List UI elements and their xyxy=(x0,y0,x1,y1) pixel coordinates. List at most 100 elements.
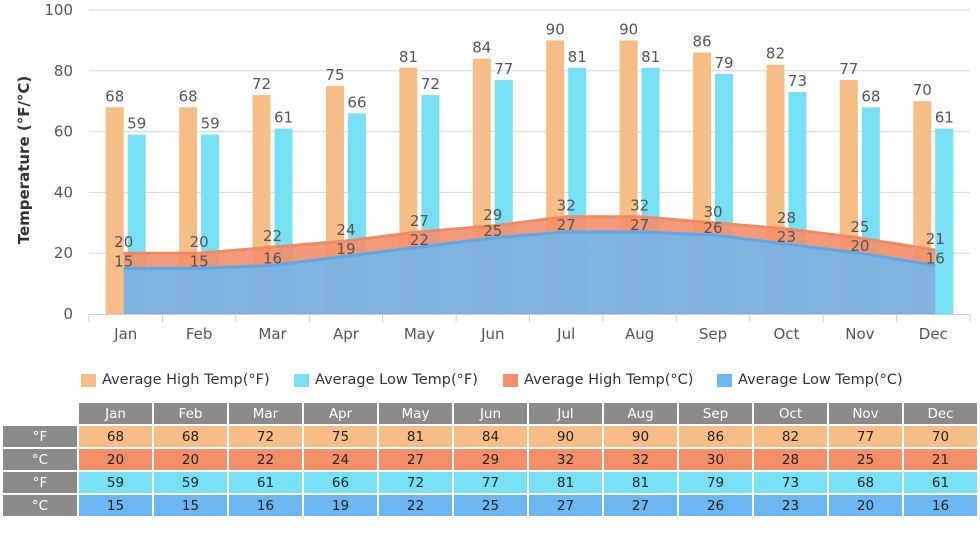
table-cell: 90 xyxy=(602,424,679,449)
table-corner-cell xyxy=(1,401,79,426)
table-cell: 79 xyxy=(677,470,754,495)
line-low-c xyxy=(123,230,936,270)
table-row-high-f: °F 68 68 72 75 81 84 90 90 86 82 77 70 xyxy=(1,424,979,449)
table-header-month: Nov xyxy=(827,401,904,426)
table-cell: 22 xyxy=(377,493,454,518)
bar-data-label: 82 xyxy=(766,45,785,63)
table-cell: 73 xyxy=(752,470,829,495)
x-tick-label: Oct xyxy=(773,325,799,343)
bar-data-label: 75 xyxy=(325,66,344,84)
table-cell: 68 xyxy=(77,424,154,449)
table-cell: 77 xyxy=(452,470,529,495)
area-data-label: 28 xyxy=(777,209,796,227)
axes: 0 20 40 60 80 100 Jan Feb Mar Apr May Jun Jul Aug Sep O… xyxy=(44,1,971,343)
table-cell: 29 xyxy=(452,447,529,472)
bar-high-f xyxy=(105,107,124,314)
table-cell: 19 xyxy=(302,493,379,518)
area-data-label: 27 xyxy=(410,212,429,230)
table-cell: 68 xyxy=(152,424,229,449)
area-data-label: 29 xyxy=(483,206,502,224)
area-data-label: 22 xyxy=(263,227,282,245)
table-cell: 15 xyxy=(152,493,229,518)
y-tick-label: 40 xyxy=(54,183,73,201)
line-high-c xyxy=(123,215,936,255)
table-cell: 59 xyxy=(77,470,154,495)
bar-data-label: 68 xyxy=(105,87,124,105)
y-tick-label: 0 xyxy=(63,305,73,323)
legend-label-high-f: Average High Temp(°F) xyxy=(102,372,270,388)
legend-item-high-f[interactable]: Average High Temp(°F) xyxy=(81,370,270,390)
bar-data-label: 81 xyxy=(568,48,587,66)
y-tick-label: 100 xyxy=(44,1,73,19)
table-row-low-f: °F 59 59 61 66 72 77 81 81 79 73 68 61 xyxy=(1,470,979,495)
x-tick-label: Nov xyxy=(845,325,874,343)
bar-data-label: 73 xyxy=(788,72,807,90)
bar-data-label: 68 xyxy=(861,87,880,105)
bar-data-label: 59 xyxy=(127,115,146,133)
legend-swatch-high-c xyxy=(503,373,518,387)
table-cell: 16 xyxy=(227,493,304,518)
table-header-month: Aug xyxy=(602,401,679,426)
bar-data-label: 90 xyxy=(619,20,638,38)
bar-data-label: 61 xyxy=(935,109,954,127)
table-unit-cell: °F xyxy=(1,424,79,449)
bar-data-label: 90 xyxy=(546,20,565,38)
table-cell: 30 xyxy=(677,447,754,472)
table-header-month: May xyxy=(377,401,454,426)
area-data-label: 15 xyxy=(190,252,209,270)
area-data-label: 27 xyxy=(557,216,576,234)
table-cell: 72 xyxy=(377,470,454,495)
bar-data-label: 81 xyxy=(641,48,660,66)
area-data-label: 19 xyxy=(336,240,355,258)
table-cell: 20 xyxy=(152,447,229,472)
table-cell: 27 xyxy=(377,447,454,472)
table-cell: 24 xyxy=(302,447,379,472)
table-cell: 27 xyxy=(602,493,679,518)
bar-data-label: 66 xyxy=(347,93,366,111)
x-tick-label: Jun xyxy=(480,325,504,343)
table-cell: 27 xyxy=(527,493,604,518)
area-data-label: 20 xyxy=(114,233,133,251)
area-data-label: 30 xyxy=(703,203,722,221)
legend-label-high-c: Average High Temp(°C) xyxy=(524,372,694,388)
y-tick-label: 60 xyxy=(54,123,73,141)
table-cell: 81 xyxy=(377,424,454,449)
table-header-row: Jan Feb Mar Apr May Jun Jul Aug Sep Oct … xyxy=(1,401,979,426)
x-tick-label: May xyxy=(404,325,435,343)
table-row-high-c: °C 20 20 22 24 27 29 32 32 30 28 25 21 xyxy=(1,447,979,472)
bar-data-label: 77 xyxy=(494,60,513,78)
legend-item-low-c[interactable]: Average Low Temp(°C) xyxy=(717,370,903,390)
area-data-label: 32 xyxy=(630,197,649,215)
table-cell: 26 xyxy=(677,493,754,518)
table-cell: 75 xyxy=(302,424,379,449)
table-cell: 16 xyxy=(902,493,979,518)
bar-data-label: 72 xyxy=(252,75,271,93)
table-cell: 61 xyxy=(902,470,979,495)
table-header-month: Jan xyxy=(77,401,154,426)
x-tick-label: Jan xyxy=(113,325,137,343)
table-header-month: Apr xyxy=(302,401,379,426)
bar-data-label: 70 xyxy=(913,81,932,99)
y-axis-label: Temperature (°F/°C) xyxy=(15,76,33,245)
x-tick-label: Feb xyxy=(186,325,213,343)
table-cell: 59 xyxy=(152,470,229,495)
table-cell: 86 xyxy=(677,424,754,449)
area-data-label: 20 xyxy=(850,237,869,255)
table-cell: 82 xyxy=(752,424,829,449)
bar-low-f xyxy=(935,128,954,314)
table-cell: 66 xyxy=(302,470,379,495)
table-cell: 23 xyxy=(752,493,829,518)
table-unit-cell: °C xyxy=(1,447,79,472)
legend-swatch-low-c xyxy=(717,373,732,387)
area-data-label: 27 xyxy=(630,216,649,234)
table-row-low-c: °C 15 15 16 19 22 25 27 27 26 23 20 16 xyxy=(1,493,979,518)
table-unit-cell: °F xyxy=(1,470,79,495)
legend-item-low-f[interactable]: Average Low Temp(°F) xyxy=(294,370,478,390)
area-low-c xyxy=(123,231,936,314)
table-cell: 25 xyxy=(452,493,529,518)
temperature-chart: 68 68 72 75 81 84 90 90 86 82 77 70 59 59 61 66 72 77 81 81… xyxy=(15,1,971,343)
table-cell: 25 xyxy=(827,447,904,472)
bar-data-label: 61 xyxy=(274,109,293,127)
legend-item-high-c[interactable]: Average High Temp(°C) xyxy=(503,370,693,390)
table-header-month: Jul xyxy=(527,401,604,426)
